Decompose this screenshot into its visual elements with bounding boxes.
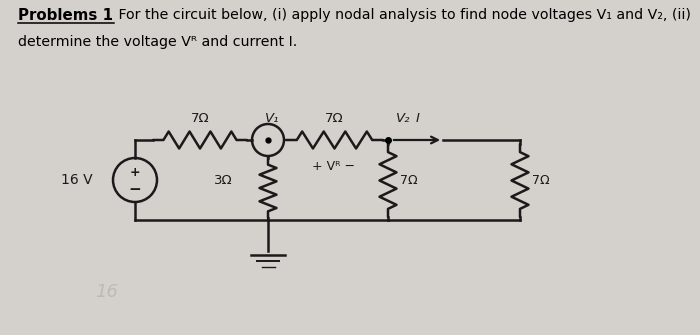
Text: determine the voltage Vᴿ and current I.: determine the voltage Vᴿ and current I. <box>18 35 297 49</box>
Text: + Vᴿ −: + Vᴿ − <box>312 160 354 173</box>
Text: +: + <box>130 165 140 179</box>
Text: For the circuit below, (i) apply nodal analysis to find node voltages V₁ and V₂,: For the circuit below, (i) apply nodal a… <box>114 8 691 22</box>
Text: 16: 16 <box>95 283 118 301</box>
Text: 7Ω: 7Ω <box>400 174 418 187</box>
Text: 16 V: 16 V <box>62 173 93 187</box>
Text: V₁: V₁ <box>265 112 279 125</box>
Text: 7Ω: 7Ω <box>532 174 550 187</box>
Text: −: − <box>129 182 141 197</box>
Text: 7Ω: 7Ω <box>190 112 209 125</box>
Text: I: I <box>416 112 420 125</box>
Text: V₂: V₂ <box>396 112 410 125</box>
Text: Problems 1: Problems 1 <box>18 8 113 23</box>
Text: 7Ω: 7Ω <box>326 112 344 125</box>
Text: 3Ω: 3Ω <box>214 174 233 187</box>
